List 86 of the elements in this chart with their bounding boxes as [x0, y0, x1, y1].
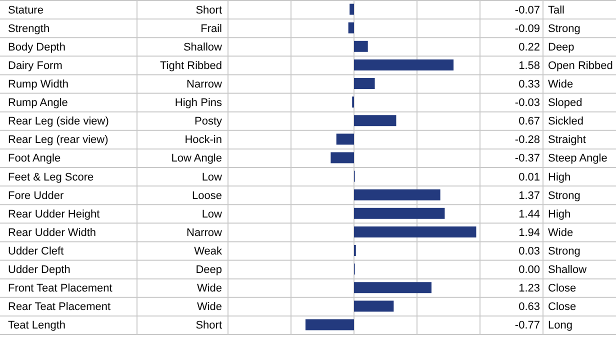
- bar: [305, 319, 354, 330]
- text: Frail: [200, 22, 222, 35]
- bar: [354, 78, 375, 89]
- bar: [330, 152, 354, 164]
- y-tick-label: Front Teat Placement: [8, 282, 112, 295]
- text: Wide: [548, 226, 574, 239]
- data-label: 0.01: [518, 171, 540, 184]
- text: Low Angle: [171, 152, 222, 165]
- text: Steep Angle: [548, 152, 608, 165]
- text: High Pins: [174, 97, 222, 110]
- y-tick-label: Body Depth: [8, 41, 66, 54]
- data-label: 1.44: [518, 208, 540, 220]
- text: Wide: [196, 301, 222, 314]
- text: Strong: [548, 246, 580, 258]
- text: Sickled: [548, 116, 584, 128]
- text: Open Ribbed: [548, 60, 613, 72]
- bar: [348, 22, 354, 34]
- text: Wide: [548, 78, 574, 90]
- bar: [354, 59, 454, 70]
- text: Close: [548, 301, 576, 314]
- text: Straight: [548, 134, 586, 146]
- text: Long: [548, 320, 572, 332]
- bar: [354, 115, 396, 126]
- text: Loose: [192, 190, 222, 202]
- text: Low: [202, 208, 222, 220]
- text: Narrow: [186, 226, 222, 239]
- text: Shallow: [548, 264, 587, 276]
- y-tick-label: Udder Cleft: [8, 246, 64, 258]
- text: Narrow: [186, 78, 222, 90]
- y-tick-label: Feet & Leg Score: [8, 171, 94, 184]
- data-label: -0.77: [514, 320, 540, 332]
- text: Shallow: [183, 41, 222, 54]
- bar: [354, 282, 432, 294]
- data-label: 0.00: [518, 264, 540, 276]
- data-label: 0.03: [518, 246, 540, 258]
- y-tick-label: Rear Teat Placement: [8, 301, 111, 314]
- text: Close: [548, 282, 576, 295]
- data-label: 1.58: [518, 60, 540, 72]
- text: High: [548, 171, 571, 184]
- y-tick-label: Udder Depth: [8, 264, 70, 276]
- bar: [354, 300, 394, 312]
- y-tick-label: Rump Angle: [8, 97, 68, 110]
- y-tick-label: Rear Leg (rear view): [8, 134, 108, 146]
- bar: [354, 226, 476, 238]
- text: High: [548, 208, 571, 220]
- bar: [354, 189, 440, 200]
- y-tick-label: Rear Leg (side view): [8, 116, 109, 128]
- data-label: -0.09: [514, 22, 540, 35]
- bar: [336, 134, 354, 145]
- data-label: 1.94: [518, 226, 540, 239]
- data-label: 0.67: [518, 116, 540, 128]
- data-label: -0.37: [514, 152, 540, 165]
- data-label: 0.33: [518, 78, 540, 90]
- data-label: 0.22: [518, 41, 540, 54]
- y-tick-label: Foot Angle: [8, 152, 61, 165]
- y-tick-label: Dairy Form: [8, 60, 62, 72]
- y-tick-label: Rear Udder Width: [8, 226, 96, 239]
- data-label: 1.23: [518, 282, 540, 295]
- text: Deep: [196, 264, 222, 276]
- data-label: 0.63: [518, 301, 540, 314]
- text: Strong: [548, 22, 580, 35]
- text: Hock-in: [184, 134, 222, 146]
- text: Posty: [194, 116, 222, 128]
- y-tick-label: Stature: [8, 4, 44, 16]
- data-label: 1.37: [518, 190, 540, 202]
- y-tick-label: Rear Udder Height: [8, 208, 100, 220]
- bar: [354, 208, 445, 219]
- text: Short: [196, 320, 222, 332]
- text: Sloped: [548, 97, 582, 110]
- text: Weak: [194, 246, 222, 258]
- text: Wide: [196, 282, 222, 295]
- y-tick-label: Teat Length: [8, 320, 66, 332]
- data-label: -0.28: [514, 134, 540, 146]
- y-tick-label: Rump Width: [8, 78, 69, 90]
- text: Strong: [548, 190, 580, 202]
- bar: [350, 4, 354, 15]
- text: Short: [196, 4, 222, 16]
- text: Deep: [548, 41, 574, 54]
- bar: [354, 40, 368, 52]
- data-label: -0.07: [514, 4, 540, 16]
- y-tick-label: Fore Udder: [8, 190, 64, 202]
- data-label: -0.03: [514, 97, 540, 110]
- text: Tall: [548, 4, 565, 16]
- text: Tight Ribbed: [160, 60, 222, 72]
- y-tick-label: Strength: [8, 22, 50, 35]
- text: Low: [202, 171, 222, 184]
